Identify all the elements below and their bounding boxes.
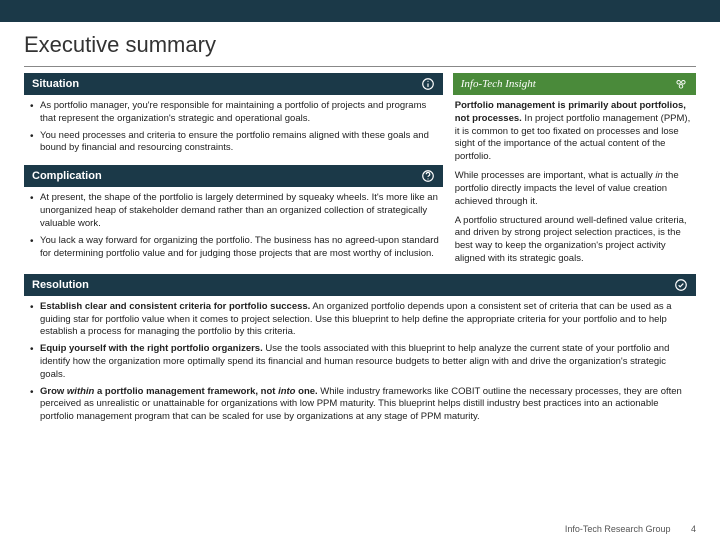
footer-org: Info-Tech Research Group [565,524,671,534]
insight-p3: A portfolio structured around well-defin… [455,215,694,266]
resolution-section: Resolution Establish clear and consisten… [0,274,720,434]
insight-p2-pre: While processes are important, what is a… [455,170,656,181]
checkmark-icon [674,278,688,292]
resolution-heading-text: Resolution [32,279,89,291]
situation-bullets: As portfolio manager, you're responsible… [24,100,443,165]
left-column: Situation As portfolio manager, you're r… [24,73,443,272]
info-icon [421,77,435,91]
bullet-item: At present, the shape of the portfolio i… [28,192,439,230]
title-divider [24,66,696,67]
bullet-item: As portfolio manager, you're responsible… [28,100,439,126]
situation-heading-text: Situation [32,78,79,90]
content-columns: Situation As portfolio manager, you're r… [0,73,720,272]
footer: Info-Tech Research Group 4 [565,524,696,534]
question-icon [421,169,435,183]
bullet-lead: Establish clear and consistent criteria … [40,301,310,312]
insight-p2: While processes are important, what is a… [455,170,694,208]
bullet-item: You need processes and criteria to ensur… [28,130,439,156]
situation-header: Situation [24,73,443,95]
complication-bullets: At present, the shape of the portfolio i… [24,192,443,270]
page-number: 4 [691,524,696,534]
resolution-header: Resolution [24,274,696,296]
resolution-bullets: Establish clear and consistent criteria … [24,301,696,434]
gears-icon [674,77,688,91]
complication-header: Complication [24,165,443,187]
bullet-item: Establish clear and consistent criteria … [28,301,692,339]
bullet-item: Grow within a portfolio management frame… [28,386,692,424]
right-column: Info-Tech Insight Portfolio management i… [453,73,696,272]
bullet-item: You lack a way forward for organizing th… [28,235,439,261]
bullet-item: Equip yourself with the right portfolio … [28,343,692,381]
bullet-lead: Equip yourself with the right portfolio … [40,343,263,354]
insight-header: Info-Tech Insight [453,73,696,95]
insight-heading-text: Info-Tech Insight [461,78,536,90]
complication-heading-text: Complication [32,170,102,182]
insight-p2-em: in [655,170,662,181]
page-title: Executive summary [0,22,720,66]
bullet-lead: Grow within a portfolio management frame… [40,386,318,397]
insight-p1: Portfolio management is primarily about … [455,100,694,164]
top-bar [0,0,720,22]
insight-body: Portfolio management is primarily about … [453,100,696,266]
